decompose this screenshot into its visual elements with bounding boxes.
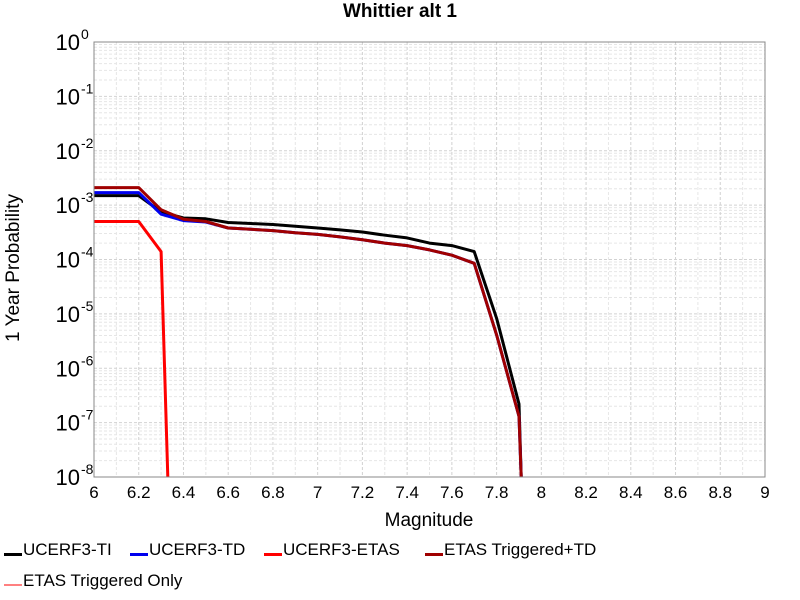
plot-frame xyxy=(93,41,766,478)
y-tick-label: 10 -7 xyxy=(56,407,94,436)
minor-grid xyxy=(94,42,765,477)
legend-item-etas-triggered-td: ETAS Triggered+TD xyxy=(425,536,596,564)
y-tick-label: 10 -6 xyxy=(56,352,94,381)
legend-swatch-ucerf3-td xyxy=(130,552,148,556)
y-tick-label: 10 -2 xyxy=(56,135,94,164)
y-tick-label: 10 -4 xyxy=(56,244,94,273)
legend-swatch-etas-triggered-only xyxy=(4,584,22,586)
x-tick-labels: 6 6.2 6.4 6.6 6.8 7 7.2 7.4 7.6 7.8 8 8.2 8.4 8.6 8.8 9 xyxy=(89,483,769,502)
y-tick-label-base: 10 xyxy=(56,356,80,381)
y-tick-label-exponent: -7 xyxy=(81,407,94,423)
legend-item-ucerf3-etas: UCERF3-ETAS xyxy=(264,536,400,564)
y-tick-label-exponent: -4 xyxy=(81,244,94,260)
series-line-ucerf3-etas xyxy=(94,220,170,478)
legend-item-ucerf3-ti: UCERF3-TI xyxy=(4,536,112,564)
y-tick-label-exponent: -8 xyxy=(81,461,94,477)
series-layer xyxy=(94,186,523,478)
y-tick-label-exponent: -1 xyxy=(81,80,94,96)
legend-label-ucerf3-td: UCERF3-TD xyxy=(149,540,246,559)
legend-item-etas-triggered-only: ETAS Triggered Only xyxy=(4,567,182,595)
legend-swatch-ucerf3-etas xyxy=(264,552,282,556)
x-tick-label: 8.2 xyxy=(574,483,598,502)
x-tick-label: 7.8 xyxy=(485,483,509,502)
x-tick-label: 7.2 xyxy=(351,483,375,502)
y-tick-label-exponent: -5 xyxy=(81,298,94,314)
series-line-etas-triggered-td xyxy=(94,186,523,478)
y-tick-label-exponent: 0 xyxy=(81,26,89,42)
y-tick-label: 10 -1 xyxy=(56,80,94,109)
y-tick-label-exponent: -6 xyxy=(81,352,94,368)
legend-label-ucerf3-etas: UCERF3-ETAS xyxy=(283,540,400,559)
y-tick-label-base: 10 xyxy=(56,411,80,436)
legend-label-ucerf3-ti: UCERF3-TI xyxy=(23,540,112,559)
legend-label-etas-triggered-td: ETAS Triggered+TD xyxy=(444,540,597,559)
y-tick-label-base: 10 xyxy=(56,193,80,218)
legend-swatch-ucerf3-ti xyxy=(4,552,22,556)
x-tick-label: 6.6 xyxy=(216,483,240,502)
y-tick-label-base: 10 xyxy=(56,84,80,109)
chart-title: Whittier alt 1 xyxy=(343,1,457,22)
y-tick-label: 10 -5 xyxy=(56,298,94,327)
chart: Whittier alt 1 6 6.2 6.4 6.6 6.8 7 7.2 7.4 7.6 7.… xyxy=(3,1,770,531)
x-tick-label: 7.6 xyxy=(440,483,464,502)
y-tick-label-base: 10 xyxy=(56,248,80,273)
legend-item-ucerf3-td: UCERF3-TD xyxy=(130,536,245,564)
y-axis-label: 1 Year Probability xyxy=(3,194,24,342)
x-tick-label: 9 xyxy=(760,483,769,502)
legend-label-etas-triggered-only: ETAS Triggered Only xyxy=(23,571,183,590)
y-tick-label-base: 10 xyxy=(56,465,80,490)
x-tick-label: 7 xyxy=(313,483,322,502)
x-tick-label: 8.4 xyxy=(619,483,643,502)
x-tick-label: 6.2 xyxy=(127,483,151,502)
legend: UCERF3-TI UCERF3-TD UCERF3-ETAS ETAS Tri… xyxy=(0,536,800,600)
x-tick-label: 6.8 xyxy=(261,483,285,502)
y-tick-label-base: 10 xyxy=(56,139,80,164)
y-tick-label-exponent: -3 xyxy=(81,189,94,205)
x-tick-label: 7.4 xyxy=(395,483,419,502)
legend-swatch-etas-triggered-td xyxy=(425,552,443,556)
x-tick-label: 8 xyxy=(537,483,546,502)
x-tick-label: 6.4 xyxy=(172,483,196,502)
y-tick-label-base: 10 xyxy=(56,30,80,55)
y-tick-label: 10 -3 xyxy=(56,189,94,218)
y-tick-label-exponent: -2 xyxy=(81,135,94,151)
x-axis-label: Magnitude xyxy=(385,510,474,531)
y-tick-label: 10 0 xyxy=(56,26,89,55)
x-tick-label: 8.8 xyxy=(708,483,732,502)
x-tick-label: 6 xyxy=(89,483,98,502)
y-tick-label-base: 10 xyxy=(56,302,80,327)
x-tick-label: 8.6 xyxy=(664,483,688,502)
y-tick-label: 10 -8 xyxy=(56,461,94,490)
